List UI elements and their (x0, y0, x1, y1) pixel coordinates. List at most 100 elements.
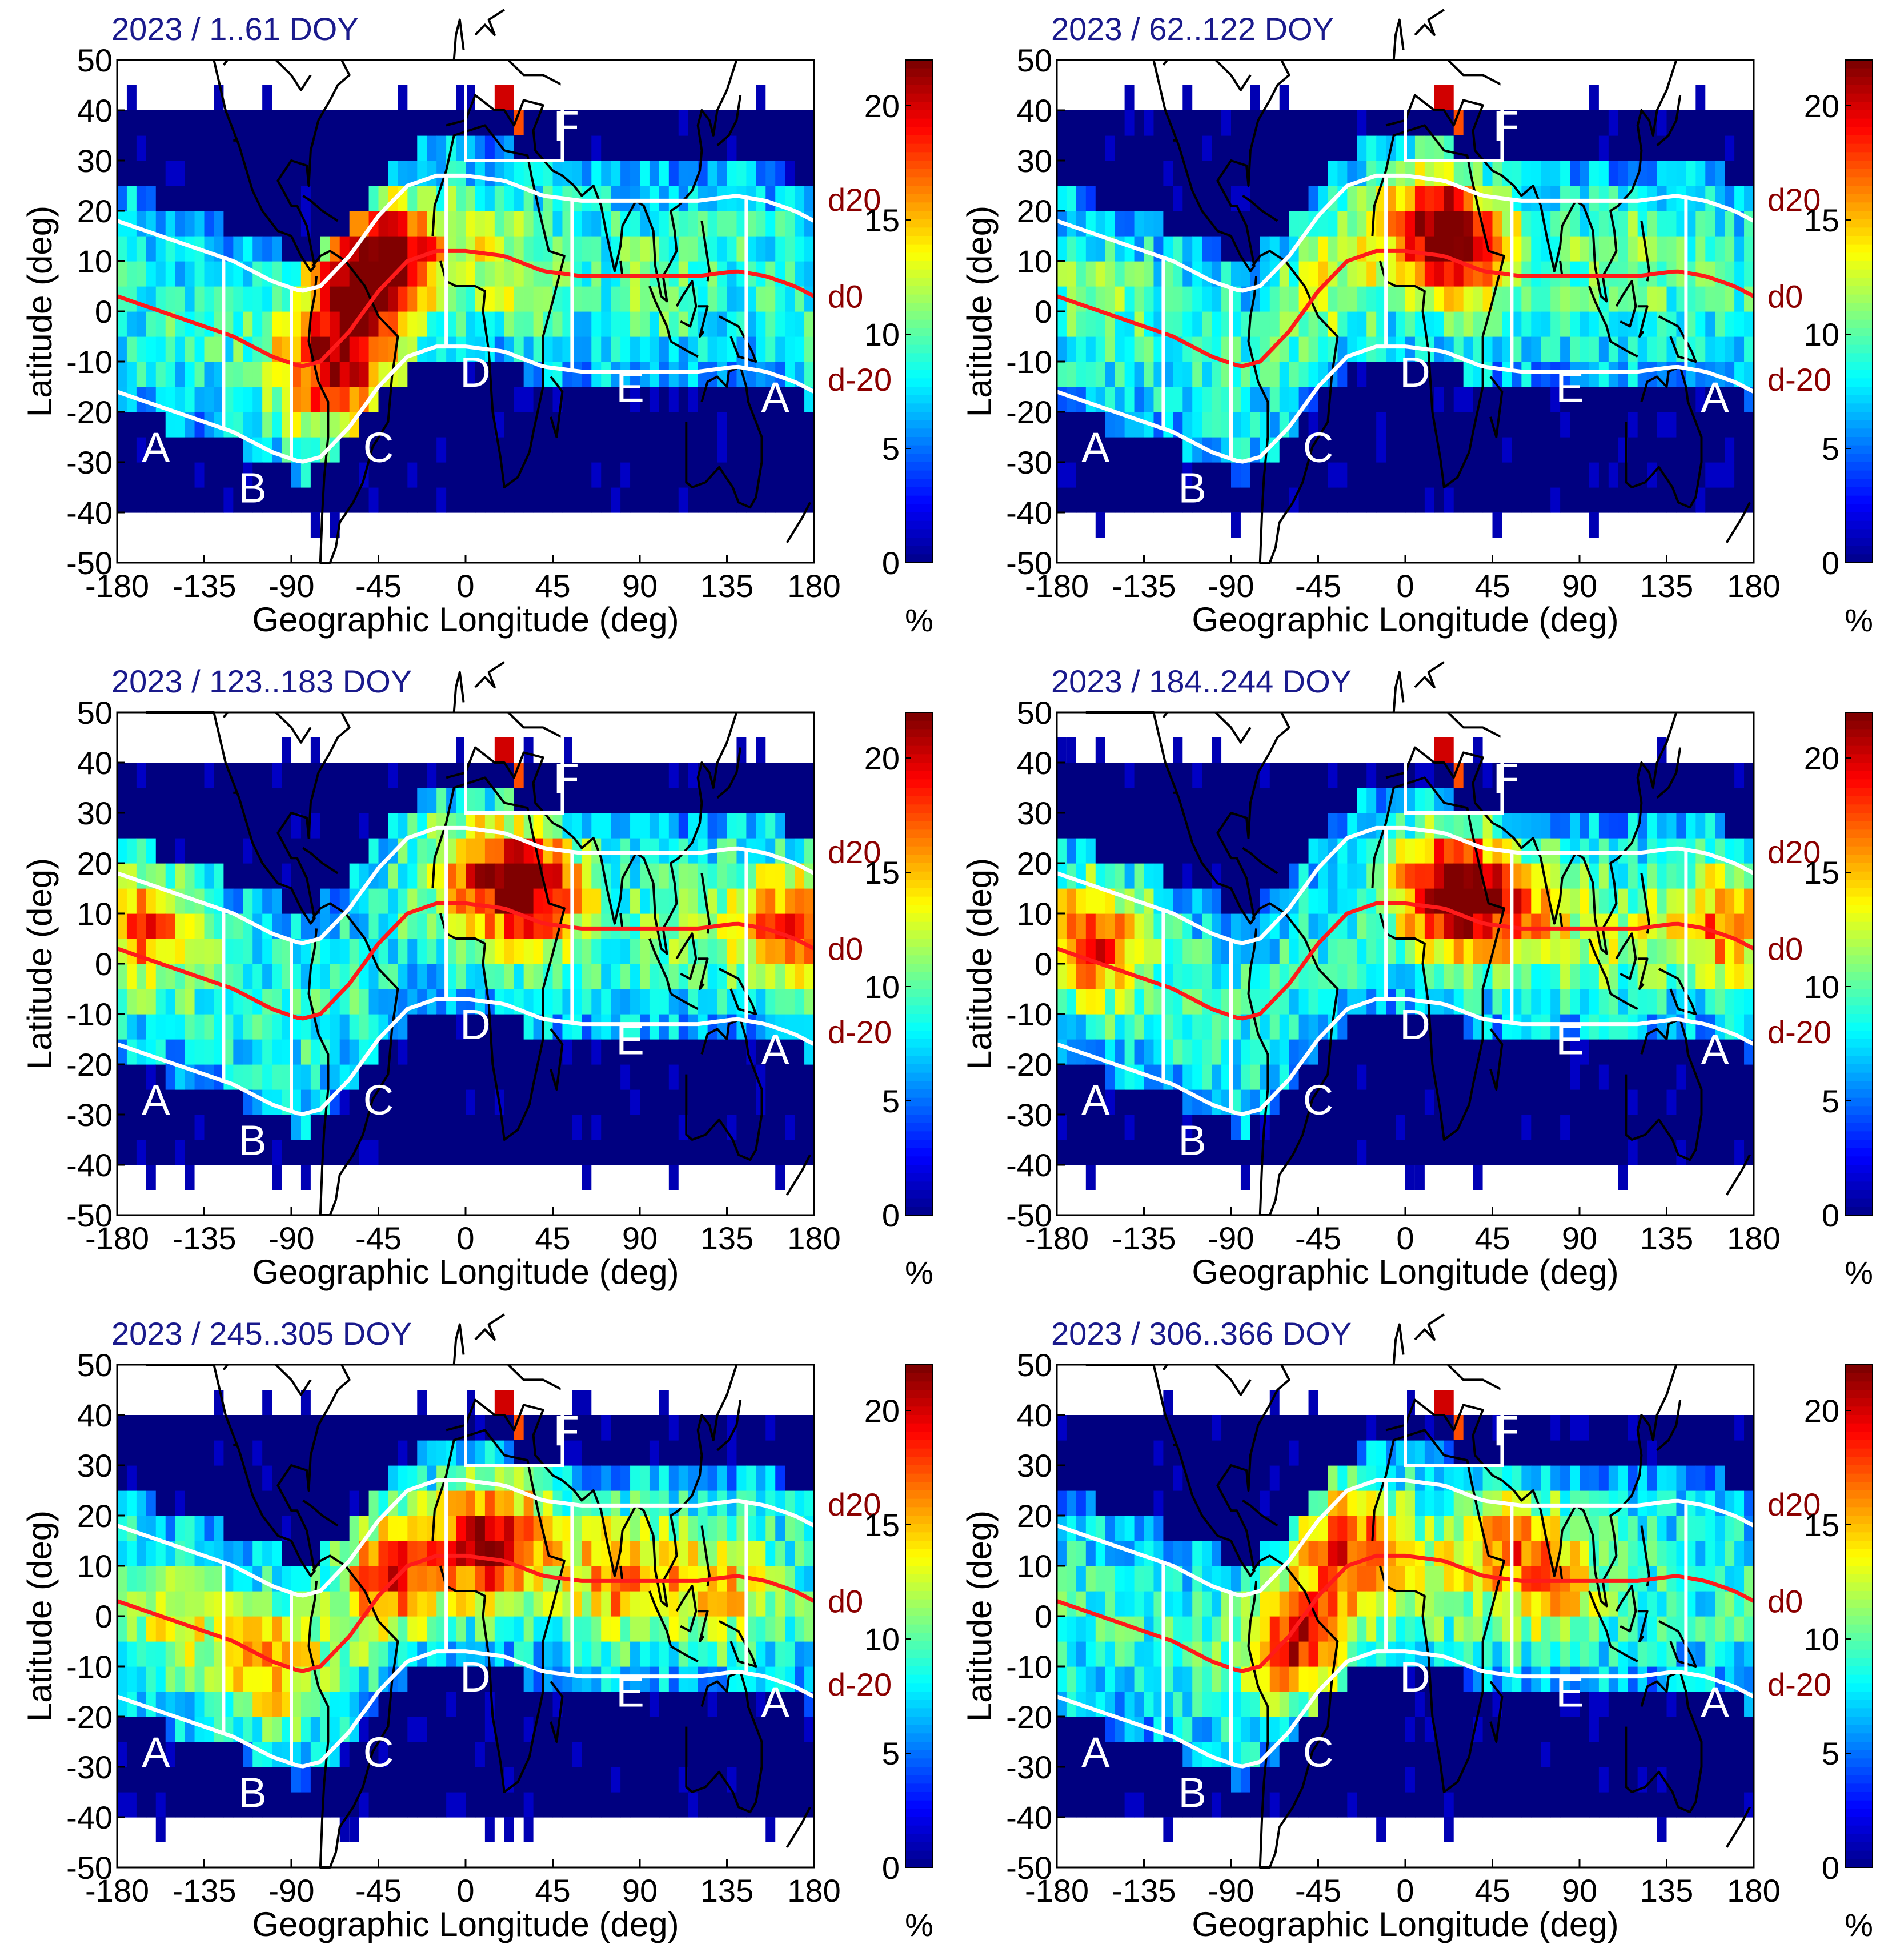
heatmap-cell (708, 161, 718, 186)
heatmap-cell (233, 1089, 243, 1115)
heatmap-cell (1570, 286, 1580, 312)
heatmap-cell (1705, 462, 1715, 488)
heatmap-cell (1096, 763, 1106, 788)
heatmap-cell (640, 487, 650, 513)
heatmap-cell (1541, 437, 1551, 463)
heatmap-cell (1153, 211, 1164, 237)
heatmap-cell (214, 813, 224, 839)
heatmap-cell (1686, 135, 1696, 161)
heatmap-cell (1618, 161, 1629, 186)
heatmap-cell (1153, 1089, 1164, 1115)
heatmap-cell (524, 487, 534, 513)
heatmap-cell (630, 939, 640, 964)
heatmap-cell (1086, 838, 1096, 864)
heatmap-cell (795, 913, 805, 939)
heatmap-cell (1599, 387, 1609, 412)
heatmap-cell (1396, 236, 1406, 262)
region-label-c: C (363, 1076, 394, 1124)
heatmap-cell (175, 387, 186, 412)
heatmap-cell (1493, 437, 1503, 463)
heatmap-cell (1657, 462, 1667, 488)
heatmap-cell (1260, 186, 1270, 211)
heatmap-cell (252, 1039, 263, 1065)
heatmap-cell (1067, 989, 1077, 1015)
heatmap-cell (1657, 1115, 1667, 1140)
heatmap-cell (137, 1140, 147, 1165)
heatmap-cell (185, 863, 195, 889)
heatmap-cell (388, 487, 398, 513)
heatmap-cell (524, 737, 534, 763)
heatmap-cell (1589, 186, 1600, 211)
heatmap-cell (1550, 186, 1561, 211)
heatmap-cell (620, 135, 631, 161)
heatmap-cell (1347, 863, 1357, 889)
heatmap-cell (1067, 1064, 1077, 1090)
heatmap-cell (717, 1039, 728, 1065)
heatmap-cell (1589, 85, 1599, 110)
heatmap-cell (205, 362, 215, 387)
heatmap-cell (320, 838, 331, 864)
heatmap-cell (1434, 939, 1445, 964)
heatmap-cell (330, 939, 340, 964)
heatmap-cell (185, 186, 195, 211)
heatmap-cell (1347, 487, 1357, 513)
heatmap-cell (233, 387, 243, 412)
heatmap-cell (1202, 1039, 1212, 1065)
y-tick-label: 0 (1035, 294, 1052, 330)
heatmap-cell (205, 286, 215, 312)
heatmap-cell (1086, 135, 1096, 161)
heatmap-cell (717, 336, 728, 362)
heatmap-cell (534, 437, 544, 463)
heatmap-cell (679, 487, 689, 513)
heatmap-cell (1135, 387, 1145, 412)
heatmap-cell (1531, 437, 1541, 463)
heatmap-cell (524, 462, 534, 488)
heatmap-cell (156, 286, 166, 312)
heatmap-cell (436, 1039, 447, 1065)
heatmap-cell (717, 387, 728, 412)
heatmap-cell (1405, 236, 1416, 262)
heatmap-cell (534, 888, 544, 914)
heatmap-cell (611, 186, 621, 211)
heatmap-cell (1337, 311, 1348, 337)
heatmap-cell (340, 387, 350, 412)
heatmap-cell (1725, 336, 1735, 362)
heatmap-cell (543, 462, 554, 488)
heatmap-cell (1096, 1140, 1106, 1165)
region-label-e: E (616, 363, 644, 411)
heatmap-cell (1444, 211, 1454, 237)
heatmap-cell (1609, 1064, 1619, 1090)
heatmap-cell (1444, 964, 1454, 989)
heatmap-cell (1570, 437, 1580, 463)
heatmap-cell (127, 989, 137, 1015)
heatmap-cell (417, 362, 427, 387)
heatmap-cell (1337, 462, 1348, 488)
heatmap-cell (1493, 311, 1503, 337)
heatmap-cell (330, 387, 340, 412)
heatmap-cell (1309, 261, 1319, 287)
heatmap-cell (1347, 1014, 1357, 1040)
heatmap-cell (1405, 1140, 1416, 1165)
heatmap-cell (591, 788, 602, 813)
heatmap-cell (1366, 913, 1377, 939)
heatmap-cell (1270, 462, 1280, 488)
heatmap-cell (1386, 362, 1396, 387)
heatmap-cell (1289, 462, 1300, 488)
heatmap-cell (127, 964, 137, 989)
heatmap-cell (475, 913, 486, 939)
heatmap-cell (1570, 110, 1580, 136)
heatmap-cell (1280, 1115, 1290, 1140)
heatmap-cell (1241, 1140, 1251, 1165)
heatmap-cell (340, 110, 350, 136)
heatmap-cell (727, 1039, 737, 1065)
heatmap-cell (311, 487, 321, 513)
heatmap-cell (340, 763, 350, 788)
heatmap-cell (785, 1115, 795, 1140)
heatmap-cell (1695, 85, 1705, 110)
heatmap-cell (1396, 813, 1406, 839)
heatmap-cell (1405, 412, 1416, 438)
heatmap-cell (765, 311, 776, 337)
heatmap-cell (456, 236, 466, 262)
heatmap-cell (611, 763, 621, 788)
heatmap-cell (1521, 1039, 1532, 1065)
